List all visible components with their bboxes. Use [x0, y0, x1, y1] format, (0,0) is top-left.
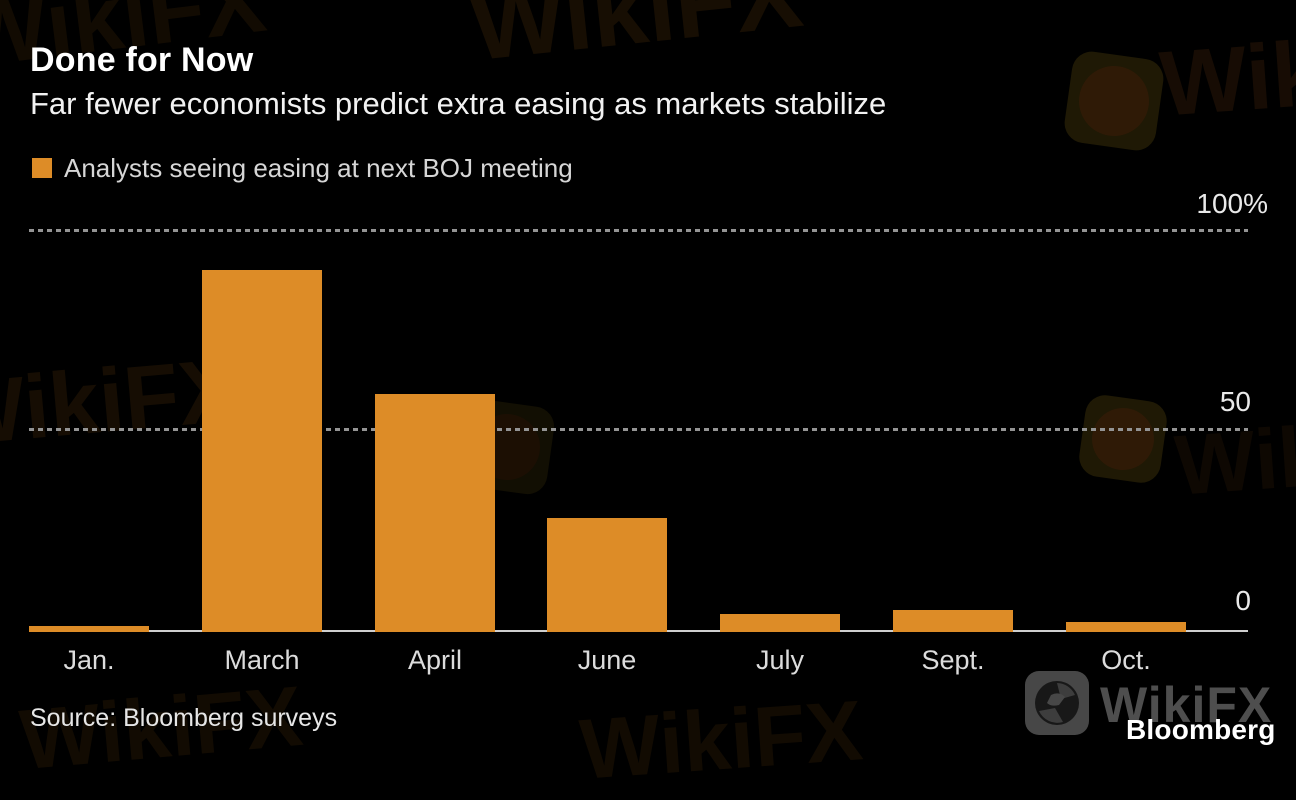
x-axis-label-june: June	[577, 645, 637, 675]
chart-subtitle: Far fewer economists predict extra easin…	[30, 86, 887, 121]
source-note: Source: Bloomberg surveys	[30, 704, 338, 732]
wikifx-logo-icon	[1025, 671, 1089, 740]
x-axis-label-oct: Oct.	[1101, 645, 1151, 675]
x-axis-label-march: March	[224, 645, 300, 675]
bar-july	[720, 614, 840, 632]
y-axis-tick-50: 50	[1219, 386, 1251, 417]
gridline-100	[29, 229, 1248, 232]
x-axis-label-sept: Sept.	[921, 645, 985, 675]
y-axis-tick-100pct: 100%	[1196, 188, 1268, 219]
x-axis-label-july: July	[755, 645, 804, 675]
bar-sept	[893, 610, 1013, 632]
bar-oct	[1066, 622, 1186, 632]
y-axis-tick-0: 0	[1235, 585, 1251, 616]
x-axis-label-jan: Jan.	[63, 645, 115, 675]
legend-swatch-icon	[32, 158, 52, 178]
bar-march	[202, 270, 322, 632]
bar-chart-plot: 100% 50 0 Jan. March April June July Sept. Oct.	[29, 188, 1268, 675]
bar-june	[547, 518, 667, 632]
gridline-50	[29, 428, 1248, 431]
chart-title: Done for Now	[30, 41, 254, 79]
x-axis-label-april: April	[407, 645, 462, 675]
legend: Analysts seeing easing at next BOJ meeti…	[32, 155, 573, 181]
bloomberg-logo: Bloomberg	[1126, 714, 1276, 745]
bar-april	[375, 394, 495, 632]
legend-label: Analysts seeing easing at next BOJ meeti…	[64, 153, 573, 183]
bar-jan	[29, 626, 149, 632]
